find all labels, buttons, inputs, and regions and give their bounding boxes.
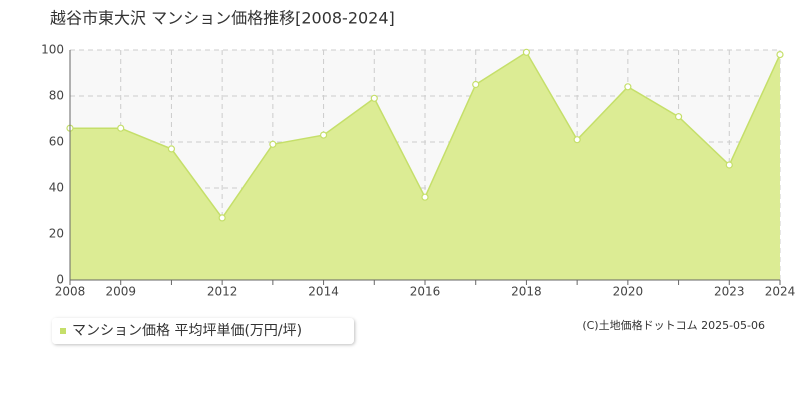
y-tick-label: 60 [49,135,64,149]
x-tick-label: 2012 [207,285,238,299]
y-tick-label: 100 [41,43,64,57]
legend-swatch [60,328,66,334]
point [117,124,125,132]
point [421,193,429,201]
x-tick-label: 2008 [55,285,86,299]
point [370,94,378,102]
x-tick-label: 2009 [105,285,136,299]
x-tick-label: 2020 [613,285,644,299]
point [725,161,733,169]
point [674,113,683,121]
point [776,50,784,59]
x-tick-label: 2024 [765,285,796,299]
y-tick-label: 0 [56,273,64,287]
point [573,136,581,144]
y-tick-label: 20 [49,227,64,241]
point [167,145,176,153]
point [269,140,277,148]
area [70,52,780,280]
point [522,48,531,56]
point [319,131,328,139]
point [472,80,480,89]
legend-box [52,318,354,344]
copyright: (C)土地価格ドットコム 2025-05-06 [582,318,765,332]
x-tick-label: 2023 [714,285,745,299]
x-tick-label: 2016 [410,285,441,299]
legend-label: マンション価格 平均坪単価(万円/坪) [72,323,302,339]
x-tick-label: 2014 [308,285,339,299]
point [218,214,226,222]
y-tick-label: 40 [49,181,64,195]
y-tick-label: 80 [49,89,64,103]
point [624,83,632,91]
x-tick-label: 2018 [511,285,542,299]
chart-title: 越谷市東大沢 マンション価格推移[2008-2024] [50,9,395,28]
